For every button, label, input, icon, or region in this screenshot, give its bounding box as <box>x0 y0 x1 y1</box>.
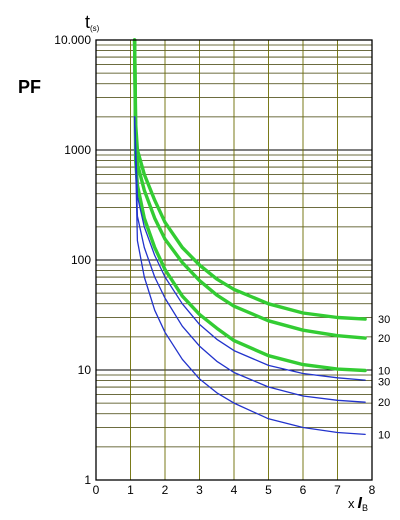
curve-label-green-20: 20 <box>378 333 390 345</box>
y-tick-label: 10 <box>78 363 92 377</box>
x-tick-label: 6 <box>300 483 307 497</box>
axes <box>95 39 373 481</box>
x-tick-label: 5 <box>265 483 272 497</box>
curve-label-blue-20: 20 <box>378 397 390 409</box>
chart-title: PF <box>18 77 41 97</box>
y-tick-label: 1 <box>84 473 91 487</box>
y-axis-unit: (s) <box>90 24 100 33</box>
x-tick-label: 3 <box>196 483 203 497</box>
x-tick-label: 8 <box>369 483 376 497</box>
curve-blue-30 <box>133 116 366 381</box>
y-tick-label: 10.000 <box>54 33 91 47</box>
x-axis-title: x IB <box>348 495 368 513</box>
y-axis-label: t <box>85 12 90 32</box>
curves <box>132 38 367 436</box>
plot-frame <box>95 39 373 481</box>
x-axis-prefix: x <box>348 496 355 511</box>
x-axis-variable: I <box>358 495 363 512</box>
y-tick-label: 1000 <box>64 143 91 157</box>
y-axis-title: t(s) <box>85 12 100 33</box>
curve-green-10 <box>132 38 367 373</box>
curve-label-blue-10: 10 <box>378 429 390 441</box>
x-tick-label: 2 <box>162 483 169 497</box>
y-tick-label: 100 <box>71 253 91 267</box>
curve-label-green-30: 30 <box>378 314 390 326</box>
x-tick-label: 0 <box>93 483 100 497</box>
curve-blue-20 <box>133 116 366 403</box>
curve-blue-10 <box>133 116 366 436</box>
grid <box>96 40 372 480</box>
curve-label-blue-30: 30 <box>378 376 390 388</box>
curve-label-green-10: 10 <box>378 365 390 377</box>
x-tick-label: 4 <box>231 483 238 497</box>
curve-green-30 <box>132 38 367 321</box>
curve-green-20 <box>132 38 367 340</box>
x-tick-label: 1 <box>127 483 134 497</box>
x-axis-subscript: B <box>362 503 368 513</box>
x-tick-label: 7 <box>334 483 341 497</box>
